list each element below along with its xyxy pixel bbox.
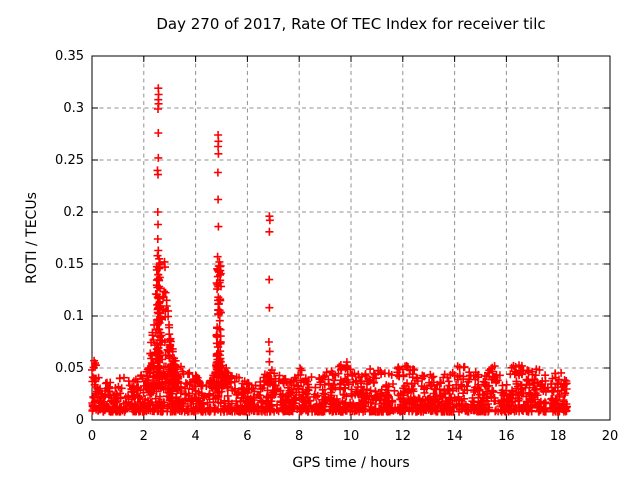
y-axis-title: ROTI / TECUs: [24, 192, 40, 284]
y-tick-label: 0.25: [55, 153, 84, 168]
y-tick-label: 0.2: [63, 205, 84, 220]
x-tick-label: 2: [139, 429, 148, 444]
plot-frame: [91, 55, 611, 421]
x-axis-title: GPS time / hours: [292, 455, 410, 471]
x-tick-label: 12: [394, 429, 412, 444]
x-tick-label: 14: [446, 429, 463, 444]
x-tick-label: 16: [498, 429, 515, 444]
y-tick-label: 0: [75, 413, 84, 428]
chart-title: Day 270 of 2017, Rate Of TEC Index for r…: [156, 15, 546, 33]
y-tick-label: 0.35: [55, 49, 84, 64]
grid-lines: [92, 56, 610, 420]
x-tick-label: 18: [549, 429, 567, 444]
y-tick-label: 0.05: [55, 361, 84, 376]
y-tick-label: 0.15: [55, 257, 84, 272]
y-tick-label: 0.1: [63, 309, 84, 324]
x-tick-label: 6: [243, 429, 252, 444]
y-tick-label: 0.3: [63, 101, 84, 116]
x-tick-label: 20: [601, 429, 619, 444]
x-tick-label: 8: [295, 429, 304, 444]
x-tick-label: 10: [342, 429, 360, 444]
x-tick-label: 0: [87, 429, 97, 444]
data-points-roti: [88, 84, 571, 416]
x-tick-label: 4: [191, 429, 200, 444]
